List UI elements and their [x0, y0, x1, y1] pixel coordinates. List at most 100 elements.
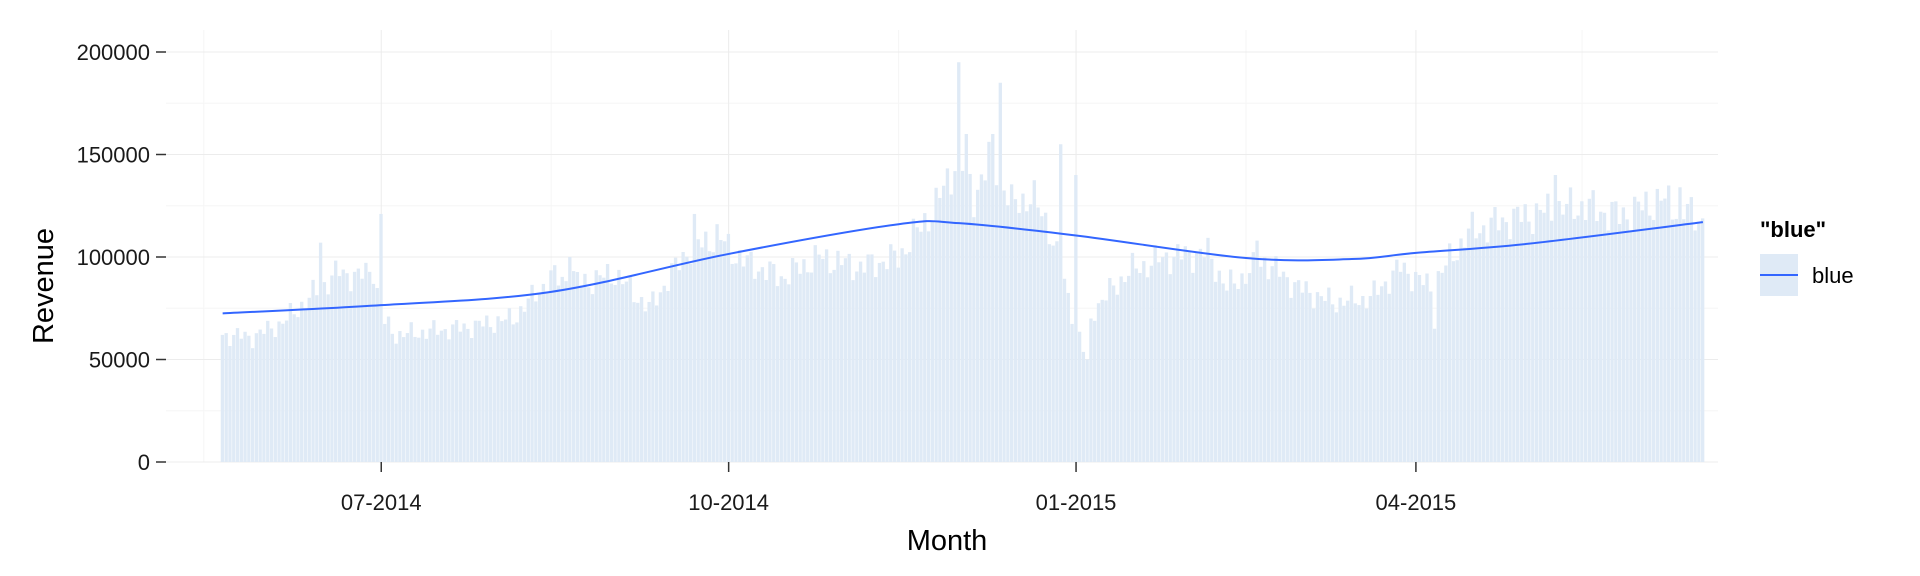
revenue-bar — [836, 250, 840, 462]
revenue-bar — [613, 285, 617, 462]
revenue-bar — [1202, 257, 1206, 462]
revenue-bar — [428, 328, 432, 462]
revenue-bar — [866, 254, 870, 462]
revenue-bar — [1519, 221, 1524, 462]
revenue-bar — [1485, 242, 1490, 462]
revenue-bar — [1179, 259, 1184, 462]
revenue-bar — [1429, 291, 1433, 462]
revenue-bar — [1285, 277, 1289, 462]
revenue-bar — [896, 267, 901, 462]
revenue-bar — [1059, 144, 1063, 462]
revenue-bar — [330, 275, 334, 462]
revenue-bar — [583, 273, 587, 462]
revenue-bar — [877, 262, 882, 462]
revenue-bar — [851, 280, 855, 462]
revenue-bar — [1402, 262, 1407, 462]
revenue-bar — [228, 345, 232, 462]
revenue-bar — [855, 271, 859, 462]
revenue-bar — [541, 283, 546, 462]
revenue-bar — [1470, 211, 1474, 462]
revenue-bar — [1349, 285, 1354, 462]
revenue-bar — [250, 348, 255, 462]
revenue-bar — [991, 134, 995, 462]
revenue-bar — [685, 256, 689, 462]
revenue-bar — [779, 276, 783, 462]
revenue-bar — [926, 231, 931, 462]
revenue-bar — [1448, 243, 1452, 462]
revenue-bar — [923, 213, 927, 462]
revenue-bar — [258, 329, 262, 462]
revenue-bar — [749, 251, 753, 462]
smooth-line-blue — [222, 220, 1704, 315]
revenue-bar — [972, 217, 976, 462]
revenue-bar — [704, 231, 708, 462]
revenue-bar — [1493, 207, 1497, 462]
revenue-bar — [858, 261, 863, 462]
revenue-bar — [1444, 265, 1448, 462]
revenue-bar — [1111, 285, 1116, 462]
revenue-bar — [998, 82, 1002, 462]
revenue-bar — [439, 330, 444, 462]
revenue-bar — [1561, 214, 1565, 462]
revenue-bar — [1293, 282, 1297, 462]
revenue-bar — [979, 174, 984, 462]
revenue-bar — [364, 262, 368, 462]
legend: "blue" blue — [1760, 217, 1854, 296]
revenue-bar — [598, 275, 602, 462]
revenue-bar — [1670, 219, 1675, 462]
revenue-bar — [753, 278, 757, 462]
revenue-bar — [443, 329, 447, 462]
revenue-bar — [953, 171, 957, 462]
revenue-bar — [949, 194, 953, 462]
x-tick-label: 04-2015 — [1376, 490, 1457, 515]
revenue-bar — [1659, 200, 1663, 462]
revenue-bar — [1093, 320, 1097, 462]
revenue-bar — [1534, 203, 1539, 463]
revenue-bar — [420, 329, 425, 462]
revenue-bar — [1697, 222, 1701, 462]
revenue-bar — [402, 337, 406, 462]
x-axis: 07-2014 10-2014 01-2015 04-2015 — [341, 462, 1456, 515]
revenue-bar — [1602, 212, 1607, 462]
revenue-bar — [1323, 300, 1327, 462]
revenue-bar — [394, 343, 398, 462]
revenue-bar — [318, 242, 323, 462]
revenue-bar — [477, 320, 481, 462]
revenue-bar — [447, 339, 451, 462]
revenue-bar — [341, 269, 345, 462]
revenue-bar — [1342, 305, 1346, 462]
revenue-bar — [235, 328, 240, 462]
revenue-bar — [1425, 273, 1429, 462]
revenue-bar — [624, 281, 629, 462]
revenue-bar — [692, 213, 697, 462]
revenue-bar — [1259, 266, 1263, 462]
revenue-bar — [349, 291, 353, 462]
revenue-bar — [1512, 208, 1516, 462]
revenue-bar — [847, 253, 851, 462]
revenue-bar — [1463, 247, 1467, 462]
revenue-bar — [760, 267, 765, 462]
revenue-bar — [1625, 219, 1629, 462]
revenue-bar — [1198, 248, 1203, 462]
revenue-bar — [987, 141, 991, 462]
revenue-bar — [994, 185, 999, 462]
revenue-bar — [707, 251, 712, 462]
revenue-bar — [1640, 210, 1644, 462]
revenue-bar — [1142, 261, 1146, 462]
revenue-bar — [1364, 308, 1369, 462]
revenue-bar — [1466, 228, 1471, 462]
revenue-bar — [243, 331, 247, 462]
y-axis: 0 50000 100000 150000 200000 — [77, 40, 166, 475]
revenue-bar — [413, 336, 417, 462]
revenue-bar — [1187, 251, 1191, 462]
revenue-bar — [1644, 191, 1648, 462]
smooth-line-layer — [222, 220, 1704, 315]
revenue-bar — [670, 263, 674, 462]
revenue-bar — [1508, 239, 1512, 462]
revenue-bar — [726, 233, 731, 462]
revenue-bar — [1380, 286, 1384, 462]
revenue-bar — [1278, 276, 1282, 462]
revenue-bar — [1633, 196, 1637, 462]
revenue-bar — [277, 321, 281, 462]
revenue-bar — [1568, 187, 1573, 463]
